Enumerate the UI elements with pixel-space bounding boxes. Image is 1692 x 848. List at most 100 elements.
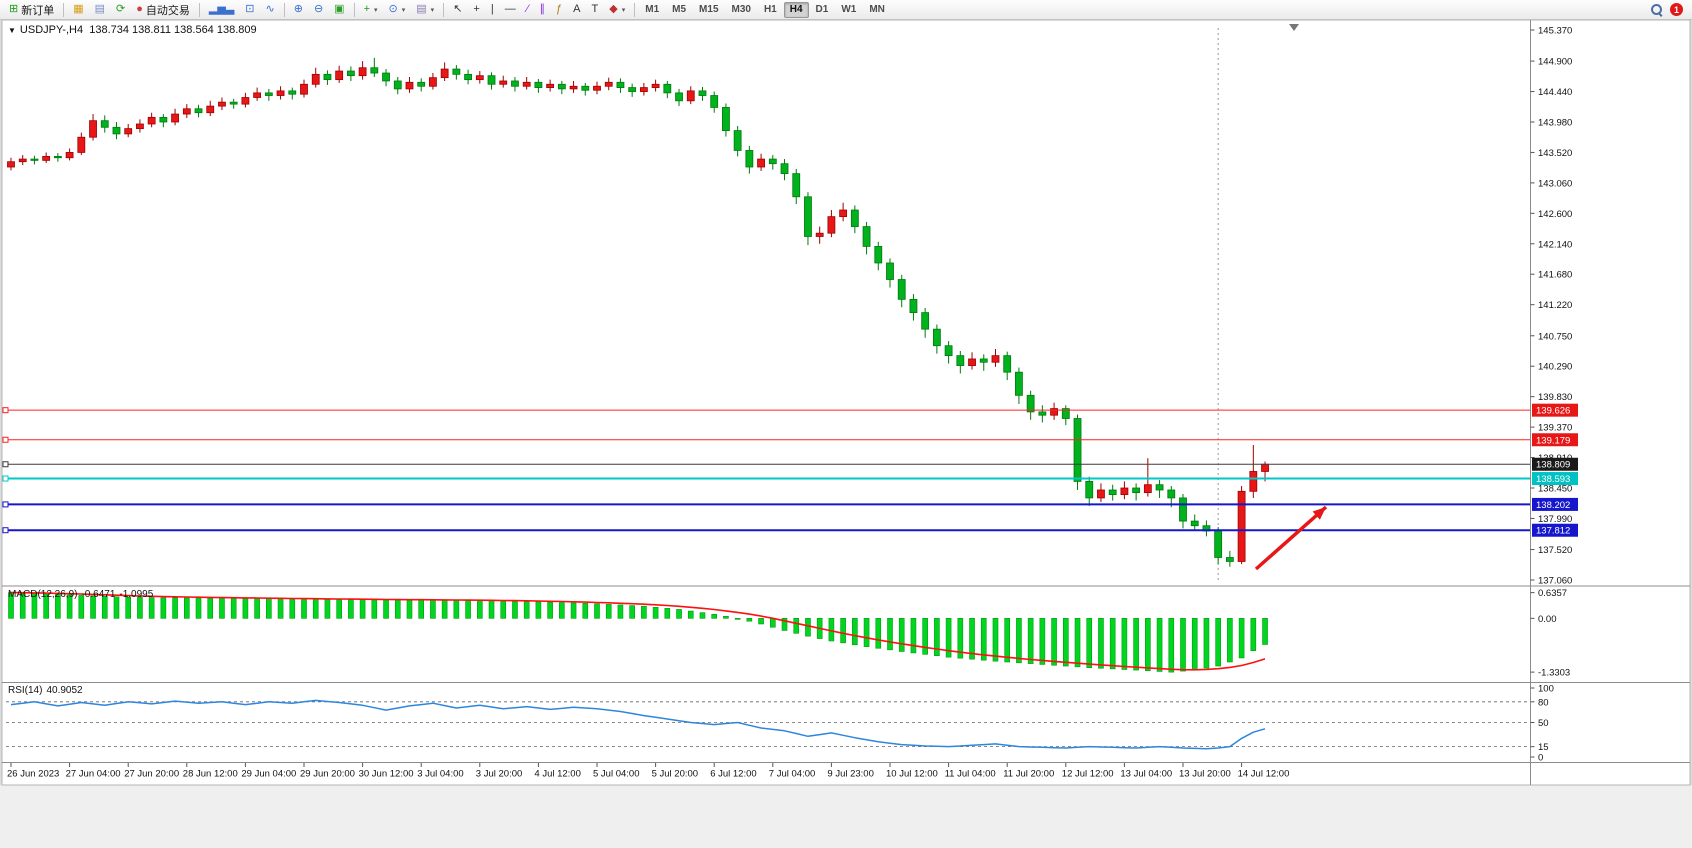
macd-bar bbox=[430, 599, 436, 619]
macd-bar bbox=[617, 604, 624, 619]
vertical-line-tool[interactable]: | bbox=[486, 1, 499, 18]
trend-arrow-line[interactable] bbox=[1254, 505, 1328, 571]
macd-indicator-label: MACD(12,26,9) -0.6471 -1.0995 bbox=[8, 589, 153, 600]
timeframe-h1[interactable]: H1 bbox=[758, 2, 783, 18]
timeframe-h4[interactable]: H4 bbox=[783, 1, 809, 18]
crosshair-tool[interactable]: + bbox=[468, 1, 484, 18]
macd-bar bbox=[535, 601, 542, 619]
chevron-down-icon[interactable]: ▾ bbox=[401, 6, 406, 14]
autotrade-button[interactable]: ● 自动交易 bbox=[131, 1, 195, 18]
hline-handle[interactable] bbox=[2, 407, 9, 414]
channel-tool[interactable]: ∥ bbox=[535, 1, 551, 18]
one-click-trading-toggle[interactable]: ▼ bbox=[8, 26, 16, 35]
timeframe-m1[interactable]: M1 bbox=[639, 2, 665, 18]
candle-body bbox=[171, 113, 179, 123]
hline-handle[interactable] bbox=[2, 461, 9, 468]
hline-handle[interactable] bbox=[2, 501, 9, 508]
time-axis-label: 26 Jun 2023 bbox=[7, 769, 59, 780]
macd-bar bbox=[418, 599, 425, 619]
shapes-icon: ◆ bbox=[609, 3, 618, 15]
macd-bar bbox=[1145, 618, 1151, 672]
candle-body bbox=[921, 312, 930, 330]
candle-body bbox=[593, 85, 601, 91]
horizontal-line-tool[interactable]: — bbox=[500, 1, 521, 18]
price-axis-label: 142.600 bbox=[1538, 209, 1572, 220]
time-axis-label: 11 Jul 04:00 bbox=[945, 769, 996, 780]
macd-bar bbox=[242, 598, 249, 619]
candle-body bbox=[30, 158, 39, 161]
price-badge bbox=[1532, 523, 1578, 537]
chevron-down-icon[interactable]: ▾ bbox=[430, 6, 435, 14]
price-axis-label: 143.980 bbox=[1538, 117, 1572, 128]
time-axis-label: 27 Jun 04:00 bbox=[66, 769, 121, 780]
profiles-button[interactable]: ▤ bbox=[90, 1, 110, 18]
search-icon[interactable] bbox=[1650, 3, 1663, 16]
indicators-button[interactable]: + ▾ bbox=[359, 1, 383, 18]
price-axis-label: 143.060 bbox=[1538, 178, 1572, 189]
hline-handle[interactable] bbox=[2, 527, 9, 534]
macd-bar bbox=[1039, 618, 1046, 665]
macd-bar bbox=[699, 612, 706, 619]
new-order-button[interactable]: ⊞ 新订单 bbox=[4, 1, 59, 18]
trendline-tool[interactable]: ∕ bbox=[522, 1, 534, 18]
new-chart-button[interactable]: ▦ bbox=[68, 1, 88, 18]
cursor-tool[interactable]: ↖ bbox=[448, 1, 467, 18]
zoom-in-button[interactable]: ⊕ bbox=[289, 1, 308, 18]
fibonacci-tool[interactable]: ƒ bbox=[551, 1, 567, 18]
new-chart-icon: ▦ bbox=[73, 3, 84, 15]
chart-symbol-period: USDJPY-,H4 bbox=[19, 24, 84, 36]
chart-shift-marker[interactable] bbox=[1289, 24, 1299, 31]
chevron-down-icon[interactable]: ▾ bbox=[621, 6, 626, 14]
macd-bar bbox=[734, 618, 741, 620]
macd-bar bbox=[828, 618, 835, 642]
new-order-icon: ⊞ bbox=[9, 3, 19, 15]
macd-bar bbox=[1063, 618, 1069, 667]
periods-button[interactable]: ⊙ ▾ bbox=[384, 1, 411, 18]
timeframe-m5[interactable]: M5 bbox=[666, 2, 692, 18]
candle-body bbox=[850, 209, 859, 227]
bar-chart-icon: ▂▅▃ bbox=[208, 3, 235, 15]
refresh-icon: ⟳ bbox=[116, 3, 126, 15]
shapes-button[interactable]: ◆ ▾ bbox=[604, 1, 630, 18]
zoom-in-icon: ⊕ bbox=[293, 3, 303, 15]
macd-bar bbox=[1074, 618, 1081, 668]
bar-chart-button[interactable]: ▂▅▃ bbox=[204, 1, 239, 18]
text-tool[interactable]: A bbox=[568, 1, 585, 18]
candle-body bbox=[264, 92, 273, 96]
timeframe-mn[interactable]: MN bbox=[863, 2, 891, 18]
zoom-out-button[interactable]: ⊖ bbox=[309, 1, 328, 18]
candle-body bbox=[1143, 484, 1152, 494]
macd-bar bbox=[852, 618, 858, 646]
trend-arrow-head[interactable] bbox=[1312, 507, 1326, 520]
candle-body bbox=[159, 116, 168, 123]
line-chart-button[interactable]: ∿ bbox=[261, 1, 280, 18]
macd-signal-line bbox=[10, 591, 1266, 671]
autotrade-icon: ● bbox=[136, 3, 143, 15]
chart-title: ▼ USDJPY-,H4 138.734 138.811 138.564 138.… bbox=[8, 24, 257, 36]
timeframe-m30[interactable]: M30 bbox=[726, 2, 757, 18]
candle-body bbox=[253, 92, 262, 98]
timeframe-w1[interactable]: W1 bbox=[835, 2, 862, 18]
notifications-badge[interactable]: 1 bbox=[1670, 3, 1683, 16]
timeframe-m15[interactable]: M15 bbox=[693, 2, 724, 18]
candle-body bbox=[1214, 530, 1223, 558]
macd-bar bbox=[1098, 618, 1104, 669]
time-axis-label: 28 Jun 12:00 bbox=[183, 769, 238, 780]
tile-windows-button[interactable]: ▣ bbox=[329, 1, 349, 18]
templates-button[interactable]: ▤ ▾ bbox=[411, 1, 439, 18]
candle-body bbox=[65, 152, 74, 159]
new-order-button-label: 新订单 bbox=[21, 4, 55, 17]
chevron-down-icon[interactable]: ▾ bbox=[374, 6, 378, 14]
candle-body bbox=[100, 120, 109, 128]
macd-bar bbox=[652, 606, 659, 619]
candle-body bbox=[346, 70, 355, 77]
refresh-button[interactable]: ⟳ bbox=[111, 1, 130, 18]
timeframe-d1[interactable]: D1 bbox=[810, 2, 835, 18]
macd-signal-value: -1.0995 bbox=[119, 589, 154, 600]
macd-bar bbox=[769, 618, 776, 628]
hline-handle[interactable] bbox=[2, 475, 9, 482]
label-tool[interactable]: T bbox=[587, 1, 604, 18]
hline-handle[interactable] bbox=[2, 436, 9, 443]
candle-chart-button[interactable]: ⊡ bbox=[240, 1, 259, 18]
